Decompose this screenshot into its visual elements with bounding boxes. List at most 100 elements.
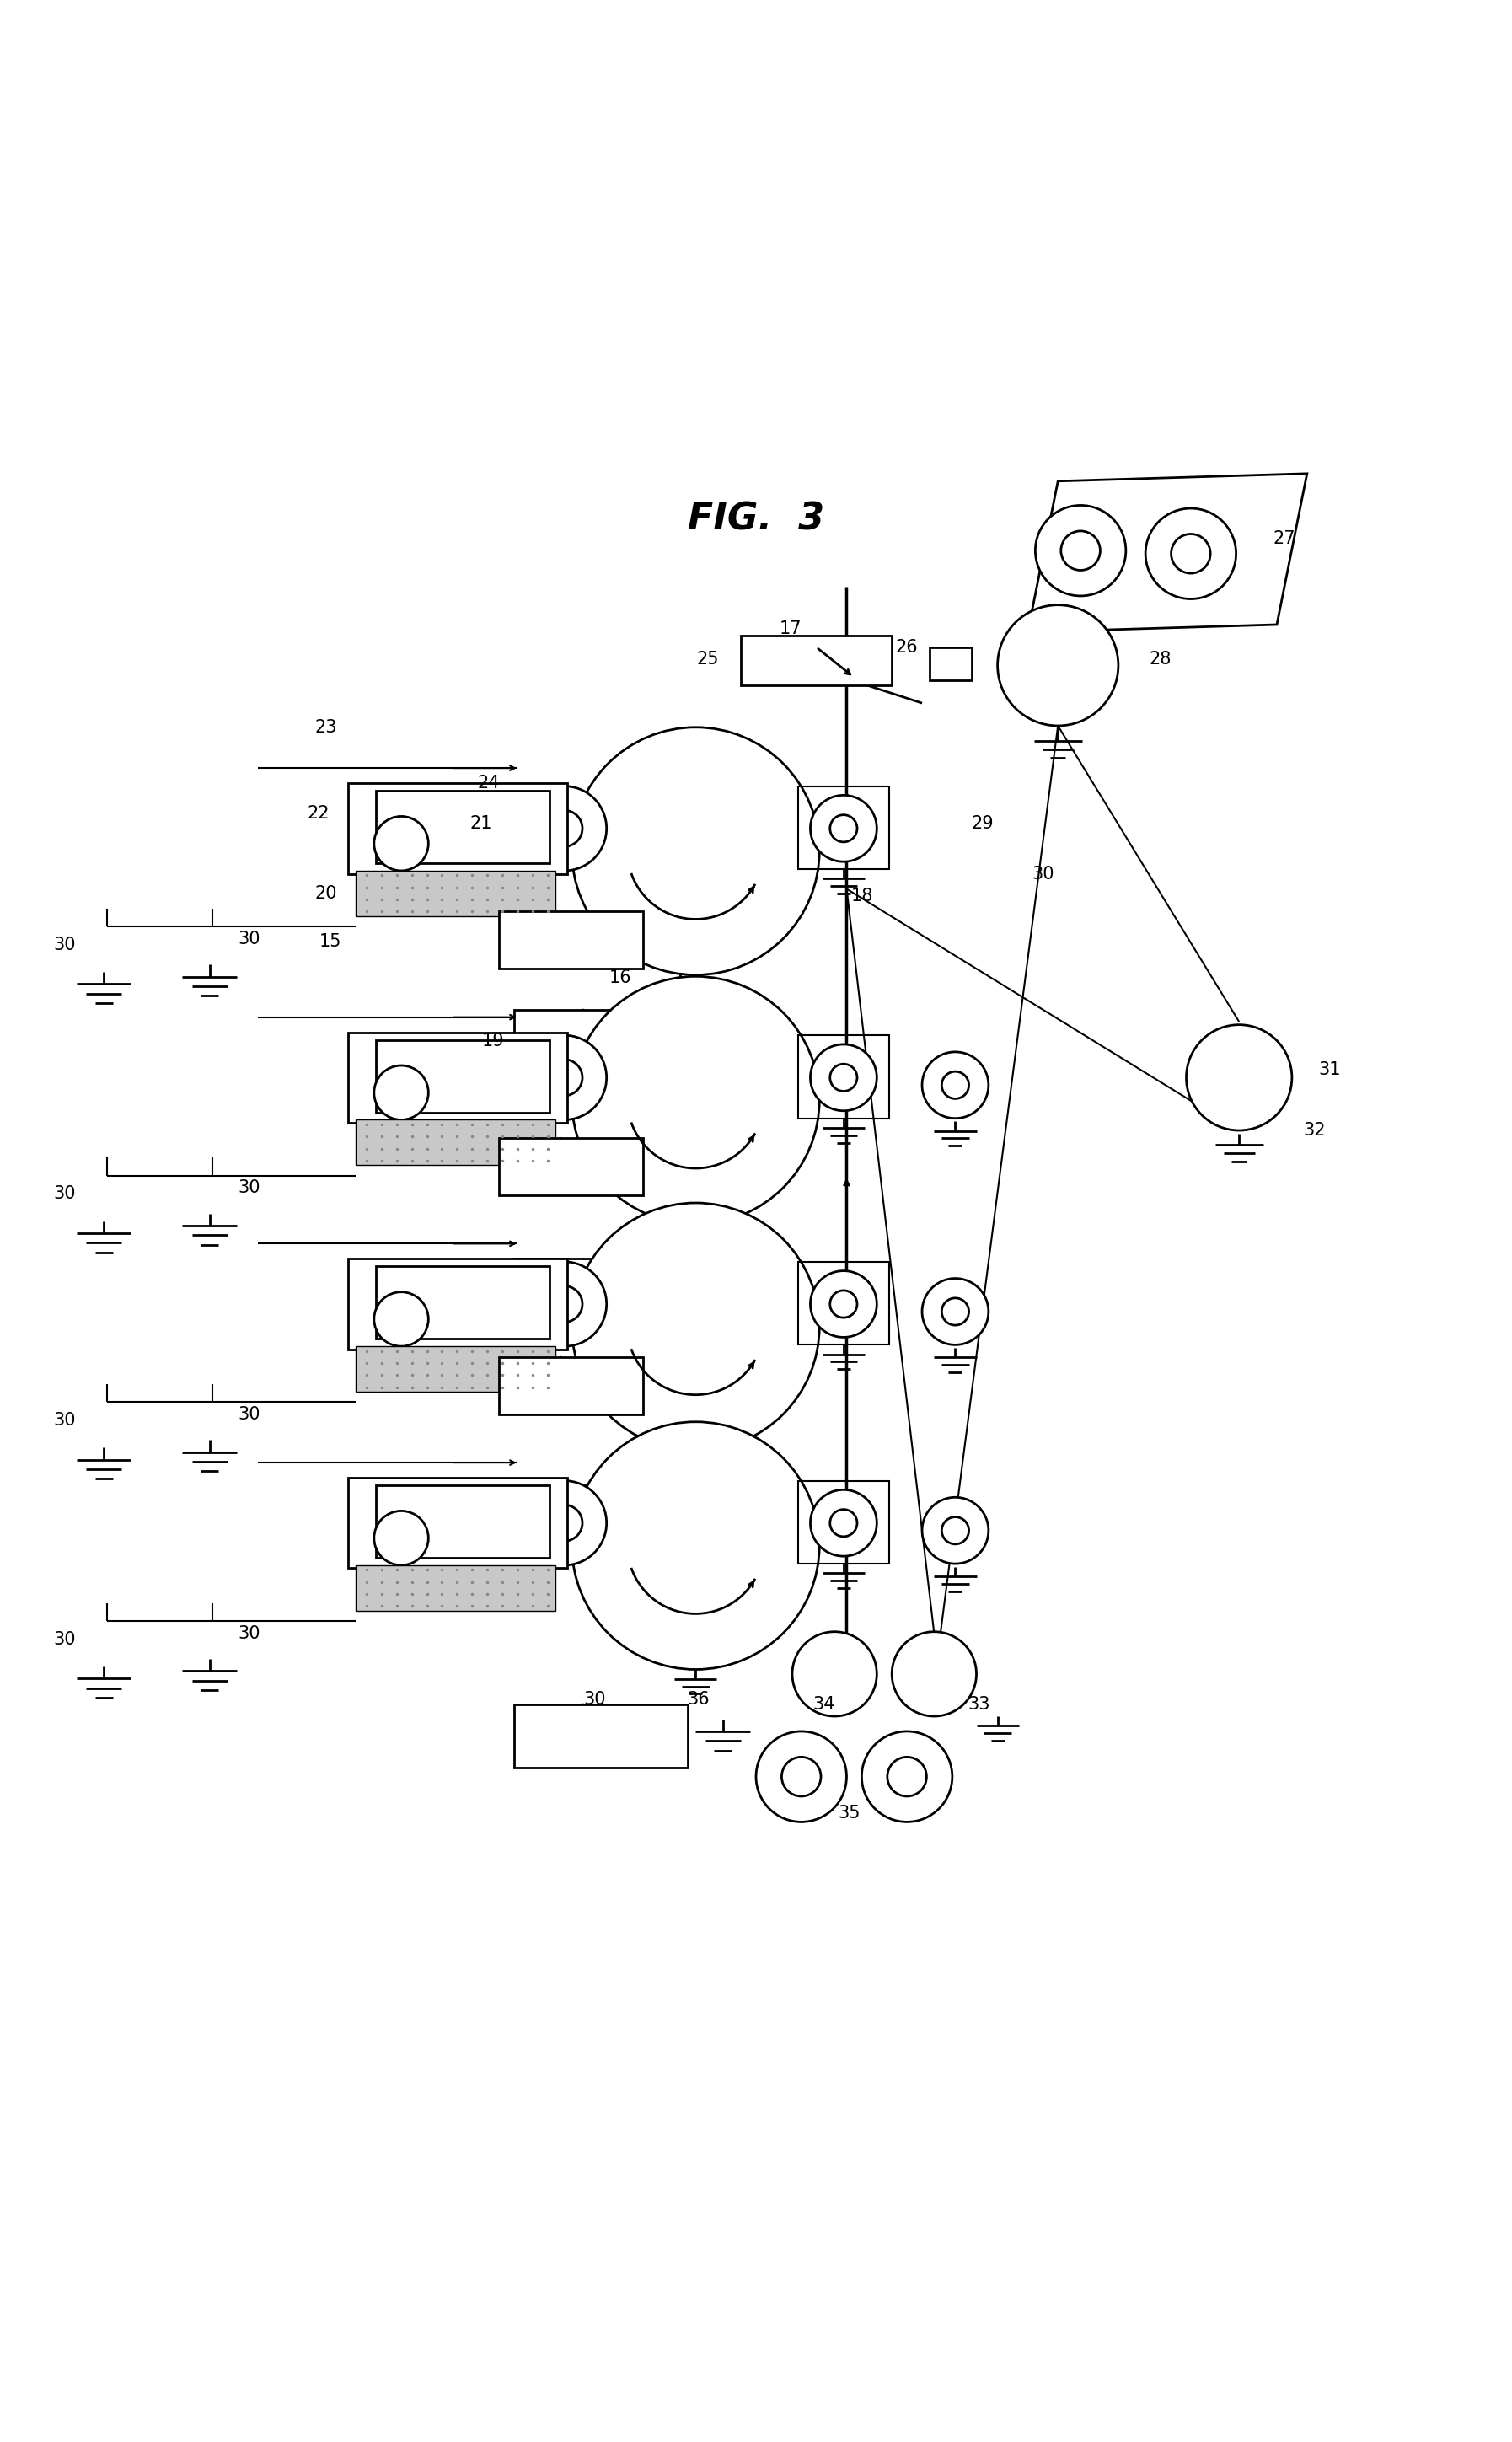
Circle shape xyxy=(888,1756,927,1797)
Text: 30: 30 xyxy=(584,1692,606,1707)
Text: 20: 20 xyxy=(314,884,337,901)
Bar xyxy=(798,1263,889,1346)
Bar xyxy=(514,1009,688,1072)
Circle shape xyxy=(942,1299,969,1326)
Text: FIG.  3: FIG. 3 xyxy=(688,501,824,537)
Text: 28: 28 xyxy=(1149,652,1172,667)
Bar xyxy=(514,1485,688,1548)
Circle shape xyxy=(830,1289,857,1319)
Text: 30: 30 xyxy=(1031,864,1054,882)
Text: 30: 30 xyxy=(53,1631,76,1648)
Circle shape xyxy=(810,1490,877,1556)
Text: 18: 18 xyxy=(851,889,872,906)
Bar xyxy=(798,1035,889,1118)
Circle shape xyxy=(572,1204,820,1451)
Circle shape xyxy=(810,796,877,862)
Circle shape xyxy=(810,1270,877,1338)
Circle shape xyxy=(572,977,820,1223)
Bar xyxy=(348,1477,567,1568)
Text: 19: 19 xyxy=(482,1033,505,1050)
Text: 24: 24 xyxy=(478,774,500,791)
Text: 16: 16 xyxy=(609,969,632,987)
Bar xyxy=(375,1485,549,1558)
Text: 36: 36 xyxy=(688,1692,709,1707)
Text: 21: 21 xyxy=(470,816,493,833)
Circle shape xyxy=(830,1065,857,1092)
Circle shape xyxy=(522,1480,606,1565)
Circle shape xyxy=(782,1756,821,1797)
Text: 26: 26 xyxy=(895,640,918,654)
Text: 15: 15 xyxy=(319,933,342,950)
Text: 17: 17 xyxy=(780,620,801,637)
Circle shape xyxy=(1146,508,1237,598)
Circle shape xyxy=(1036,505,1126,596)
Text: 30: 30 xyxy=(53,1184,76,1201)
Bar xyxy=(355,1346,555,1392)
Bar xyxy=(930,647,972,681)
Bar xyxy=(375,791,549,862)
Bar xyxy=(514,1705,688,1768)
Circle shape xyxy=(862,1731,953,1822)
Text: 32: 32 xyxy=(1303,1121,1326,1138)
Text: 30: 30 xyxy=(53,935,76,952)
Text: 22: 22 xyxy=(307,806,330,823)
Circle shape xyxy=(373,1292,428,1346)
Circle shape xyxy=(522,1035,606,1121)
Circle shape xyxy=(830,1509,857,1536)
Circle shape xyxy=(1172,535,1211,574)
Circle shape xyxy=(922,1277,989,1346)
Text: 35: 35 xyxy=(839,1805,860,1822)
Bar xyxy=(375,1040,549,1111)
Circle shape xyxy=(810,1045,877,1111)
Bar xyxy=(348,1033,567,1123)
Text: 30: 30 xyxy=(53,1411,76,1429)
Bar xyxy=(348,784,567,874)
Bar xyxy=(499,911,643,969)
Circle shape xyxy=(373,1065,428,1121)
Text: 30: 30 xyxy=(237,930,260,947)
Circle shape xyxy=(998,606,1119,725)
Circle shape xyxy=(942,1072,969,1099)
Bar xyxy=(499,1358,643,1414)
Circle shape xyxy=(546,1287,582,1321)
Circle shape xyxy=(892,1631,977,1717)
Bar xyxy=(355,872,555,916)
Text: 27: 27 xyxy=(1273,530,1296,547)
Bar xyxy=(798,786,889,869)
Bar xyxy=(355,1121,555,1165)
Circle shape xyxy=(1187,1026,1291,1131)
Bar xyxy=(348,1258,567,1350)
Circle shape xyxy=(942,1516,969,1543)
Circle shape xyxy=(373,816,428,872)
Text: 30: 30 xyxy=(237,1179,260,1197)
Circle shape xyxy=(756,1731,847,1822)
Bar xyxy=(355,1565,555,1612)
Text: 23: 23 xyxy=(314,718,337,735)
Polygon shape xyxy=(1028,474,1306,632)
Text: 34: 34 xyxy=(813,1695,835,1712)
Circle shape xyxy=(922,1053,989,1118)
Circle shape xyxy=(522,786,606,872)
Circle shape xyxy=(546,811,582,847)
Circle shape xyxy=(572,1421,820,1670)
Circle shape xyxy=(830,816,857,842)
Circle shape xyxy=(373,1512,428,1565)
Text: 29: 29 xyxy=(971,816,993,833)
Bar xyxy=(741,635,892,686)
Text: 31: 31 xyxy=(1318,1062,1341,1079)
Circle shape xyxy=(572,728,820,974)
Circle shape xyxy=(792,1631,877,1717)
Text: 30: 30 xyxy=(237,1407,260,1424)
Circle shape xyxy=(922,1497,989,1563)
Bar xyxy=(514,1258,688,1321)
Bar xyxy=(375,1267,549,1338)
Circle shape xyxy=(546,1504,582,1541)
Bar xyxy=(798,1480,889,1563)
Bar xyxy=(499,1138,643,1194)
Circle shape xyxy=(522,1263,606,1346)
Circle shape xyxy=(546,1060,582,1096)
Text: 33: 33 xyxy=(968,1695,990,1712)
Circle shape xyxy=(1061,530,1101,571)
Text: 30: 30 xyxy=(237,1624,260,1641)
Text: 25: 25 xyxy=(697,652,718,667)
